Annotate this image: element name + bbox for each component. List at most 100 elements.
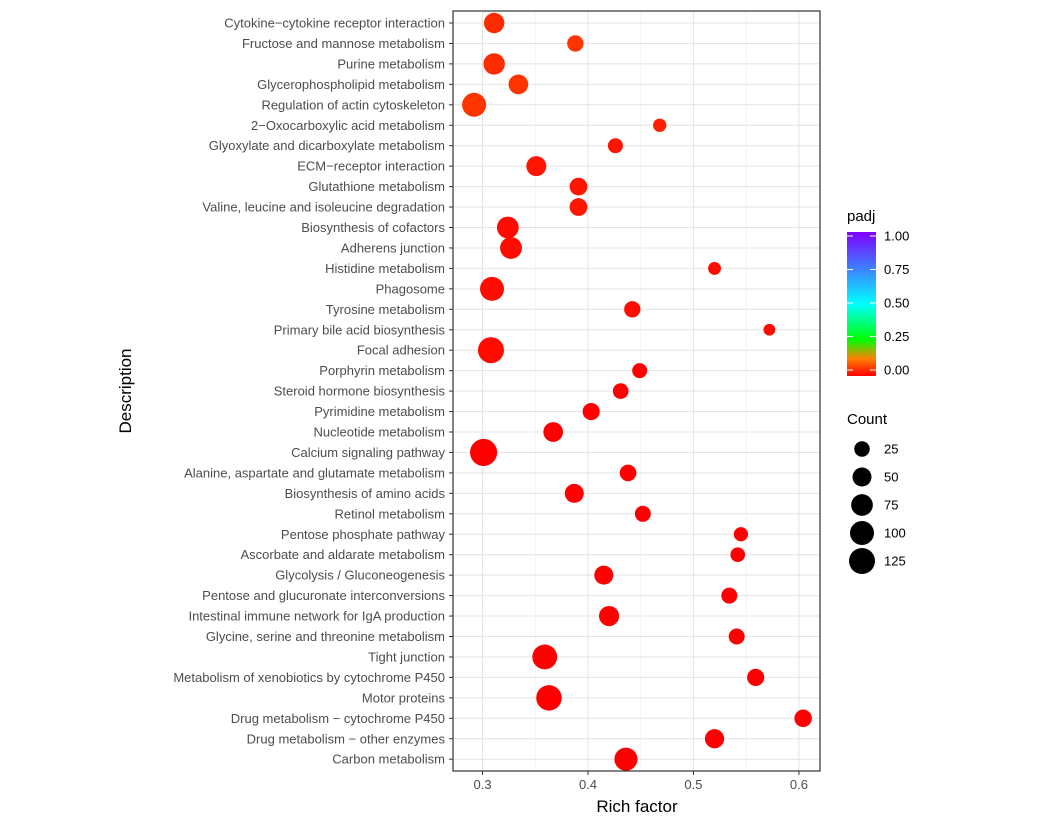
- padj-colorbar: [847, 232, 876, 376]
- data-point: [708, 261, 721, 275]
- y-tick-label: ECM−receptor interaction: [297, 159, 445, 174]
- count-legend-label: 25: [884, 442, 898, 457]
- data-point: [532, 644, 558, 670]
- y-tick-label: Calcium signaling pathway: [291, 445, 445, 460]
- data-point: [564, 483, 584, 503]
- y-tick-label: Histidine metabolism: [325, 261, 445, 276]
- padj-legend-ticks: 1.00 0.75 0.50 0.25 0.00: [847, 229, 909, 378]
- y-tick-label: Glutathione metabolism: [308, 179, 445, 194]
- y-tick-label: Ascorbate and aldarate metabolism: [240, 547, 445, 562]
- y-tick-label: Metabolism of xenobiotics by cytochrome …: [173, 670, 445, 685]
- data-point: [747, 668, 765, 687]
- colorbar-tick-label: 0.50: [884, 296, 909, 311]
- count-legend-label: 50: [884, 470, 898, 485]
- data-points: [462, 12, 812, 771]
- y-tick-label: Carbon metabolism: [332, 752, 445, 767]
- y-tick-label: Drug metabolism − cytochrome P450: [231, 711, 445, 726]
- y-tick-label: Focal adhesion: [357, 343, 445, 358]
- y-tick-label: Tight junction: [368, 649, 445, 664]
- y-tick-label: Primary bile acid biosynthesis: [274, 322, 446, 337]
- y-tick-label: Phagosome: [376, 281, 445, 296]
- data-point: [614, 747, 638, 771]
- data-point: [794, 709, 812, 728]
- y-tick-label: Glycerophospholipid metabolism: [257, 77, 445, 92]
- y-tick-label: Regulation of actin cytoskeleton: [261, 97, 445, 112]
- count-legend-key: [850, 521, 874, 545]
- y-tick-label: 2−Oxocarboxylic acid metabolism: [251, 118, 445, 133]
- count-legend-key: [852, 467, 872, 487]
- data-point: [733, 527, 749, 542]
- count-legend-keys: 25 50 75 100 125: [848, 441, 906, 575]
- y-tick-label: Retinol metabolism: [334, 506, 445, 521]
- data-point: [728, 628, 745, 645]
- colorbar-tick-label: 0.00: [884, 363, 909, 378]
- data-point: [508, 74, 529, 95]
- data-point: [763, 323, 776, 336]
- data-point: [598, 605, 620, 627]
- data-point: [480, 276, 505, 301]
- data-point: [569, 198, 588, 216]
- y-tick-label: Adherens junction: [341, 240, 445, 255]
- y-tick-label: Glycolysis / Gluconeogenesis: [275, 568, 445, 583]
- y-tick-label: Fructose and mannose metabolism: [242, 36, 445, 51]
- x-tick-label: 0.6: [790, 777, 808, 792]
- data-point: [721, 587, 738, 604]
- data-point: [607, 138, 623, 154]
- count-legend-key: [854, 441, 870, 457]
- x-tick-labels: 0.3 0.4 0.5 0.6: [473, 771, 808, 792]
- y-tick-label: Drug metabolism − other enzymes: [247, 731, 446, 746]
- y-tick-label: Tyrosine metabolism: [326, 302, 445, 317]
- data-point: [500, 237, 522, 259]
- data-point: [526, 156, 547, 177]
- data-point: [567, 35, 584, 52]
- x-axis-title: Rich factor: [596, 797, 678, 816]
- data-point: [704, 729, 725, 749]
- grid-lines: [453, 11, 820, 771]
- y-tick-label: Glyoxylate and dicarboxylate metabolism: [209, 138, 445, 153]
- x-tick-label: 0.5: [684, 777, 702, 792]
- colorbar-tick-label: 0.25: [884, 329, 909, 344]
- data-point: [462, 92, 487, 117]
- colorbar-tick-label: 0.75: [884, 262, 909, 277]
- colorbar-tick-label: 1.00: [884, 229, 909, 244]
- data-point: [496, 216, 519, 239]
- y-tick-label: Pentose phosphate pathway: [281, 527, 446, 542]
- data-point: [543, 422, 564, 442]
- data-point: [619, 464, 637, 482]
- y-tick-label: Pyrimidine metabolism: [314, 404, 445, 419]
- y-tick-label: Alanine, aspartate and glutamate metabol…: [184, 465, 445, 480]
- y-tick-label: Purine metabolism: [337, 56, 445, 71]
- y-tick-label: Motor proteins: [362, 690, 446, 705]
- count-legend-key: [848, 547, 876, 575]
- y-tick-label: Valine, leucine and isoleucine degradati…: [202, 200, 445, 215]
- y-tick-label: Steroid hormone biosynthesis: [274, 384, 446, 399]
- count-legend-label: 75: [884, 498, 898, 513]
- data-point: [582, 402, 600, 421]
- y-tick-label: Cytokine−cytokine receptor interaction: [224, 16, 445, 31]
- y-tick-label: Nucleotide metabolism: [313, 425, 445, 440]
- y-tick-label: Pentose and glucuronate interconversions: [202, 588, 445, 603]
- data-point: [477, 337, 504, 364]
- padj-legend-title: padj: [847, 208, 875, 225]
- data-point: [594, 565, 614, 585]
- data-point: [483, 12, 505, 34]
- data-point: [624, 301, 641, 318]
- data-point: [536, 685, 562, 711]
- data-point: [470, 438, 498, 467]
- data-point: [569, 177, 588, 196]
- y-tick-labels: Cytokine−cytokine receptor interaction Fr…: [173, 16, 453, 767]
- count-legend-label: 125: [884, 554, 906, 569]
- data-point: [634, 505, 651, 522]
- y-tick-label: Biosynthesis of amino acids: [285, 486, 446, 501]
- y-tick-label: Porphyrin metabolism: [319, 363, 445, 378]
- data-point: [730, 547, 746, 563]
- data-point: [653, 118, 667, 132]
- y-tick-label: Glycine, serine and threonine metabolism: [206, 629, 445, 644]
- data-point: [632, 363, 648, 379]
- y-axis-title: Description: [116, 348, 135, 433]
- x-tick-label: 0.3: [473, 777, 491, 792]
- y-tick-label: Intestinal immune network for IgA produc…: [188, 609, 445, 624]
- y-tick-label: Biosynthesis of cofactors: [301, 220, 445, 235]
- x-tick-label: 0.4: [579, 777, 597, 792]
